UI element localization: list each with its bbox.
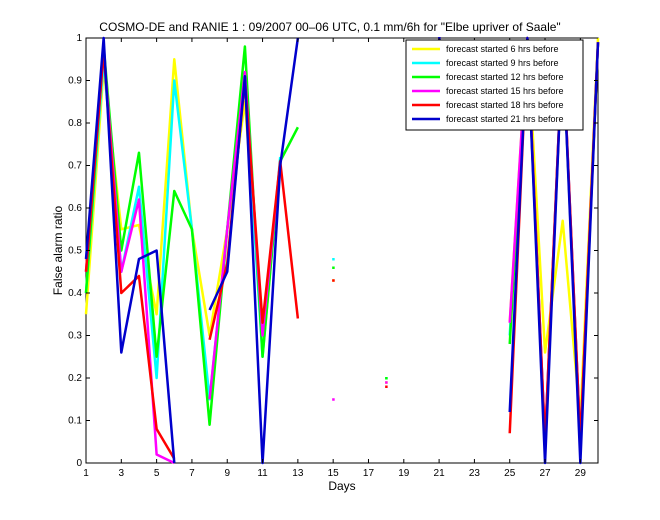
legend-entry: forecast started 12 hrs before bbox=[446, 72, 564, 82]
data-point bbox=[385, 377, 388, 380]
x-tick-label: 29 bbox=[575, 468, 587, 479]
y-tick-label: 0.1 bbox=[68, 416, 82, 427]
series-line bbox=[84, 45, 299, 426]
x-axis-ticks: 1 3 5 7 9 11 13 15 17 19 21 23 25 27 29 bbox=[83, 38, 586, 479]
x-tick-label: 11 bbox=[257, 468, 268, 479]
x-tick-label: 5 bbox=[154, 468, 160, 479]
y-tick-label: 0.3 bbox=[68, 331, 82, 342]
legend-entry: forecast started 9 hrs before bbox=[446, 58, 559, 68]
x-tick-label: 27 bbox=[539, 468, 551, 479]
x-tick-label: 13 bbox=[292, 468, 304, 479]
y-tick-label: 0.2 bbox=[68, 373, 82, 384]
y-axis-label: False alarm ratio bbox=[51, 206, 65, 296]
series-line bbox=[84, 36, 176, 464]
x-tick-label: 1 bbox=[83, 468, 89, 479]
y-tick-label: 0.9 bbox=[68, 76, 82, 87]
x-tick-label: 25 bbox=[504, 468, 516, 479]
x-tick-label: 9 bbox=[224, 468, 230, 479]
y-axis-ticks: 0 0.1 0.2 0.3 0.4 0.5 0.6 0.7 0.8 0.9 1 bbox=[68, 33, 598, 469]
y-tick-label: 0.6 bbox=[68, 203, 82, 214]
series-line bbox=[208, 37, 300, 465]
x-tick-label: 19 bbox=[398, 468, 410, 479]
legend-entry: forecast started 6 hrs before bbox=[446, 44, 559, 54]
data-point bbox=[332, 258, 335, 261]
x-tick-label: 21 bbox=[434, 468, 446, 479]
x-tick-label: 3 bbox=[119, 468, 125, 479]
legend-entry: forecast started 21 hrs before bbox=[446, 114, 564, 124]
y-tick-label: 1 bbox=[76, 33, 82, 44]
data-point bbox=[332, 398, 335, 401]
x-axis-label: Days bbox=[328, 479, 355, 493]
y-tick-label: 0.4 bbox=[68, 288, 82, 299]
data-point bbox=[332, 266, 335, 269]
y-tick-label: 0.7 bbox=[68, 161, 82, 172]
data-point bbox=[385, 385, 388, 388]
data-point bbox=[385, 381, 388, 384]
y-tick-label: 0.8 bbox=[68, 118, 82, 129]
legend-box bbox=[405, 39, 584, 131]
y-tick-label: 0 bbox=[76, 458, 82, 469]
legend-entry: forecast started 18 hrs before bbox=[446, 100, 564, 110]
data-point bbox=[332, 279, 335, 282]
x-tick-label: 17 bbox=[363, 468, 375, 479]
legend-entry: forecast started 15 hrs before bbox=[446, 86, 564, 96]
legend: forecast started 6 hrs before forecast st… bbox=[405, 39, 584, 131]
x-tick-label: 23 bbox=[469, 468, 481, 479]
x-tick-label: 7 bbox=[189, 468, 195, 479]
x-tick-label: 15 bbox=[328, 468, 340, 479]
chart-title: COSMO-DE and RANIE 1 : 09/2007 00–06 UTC… bbox=[99, 20, 560, 34]
y-tick-label: 0.5 bbox=[68, 246, 82, 257]
